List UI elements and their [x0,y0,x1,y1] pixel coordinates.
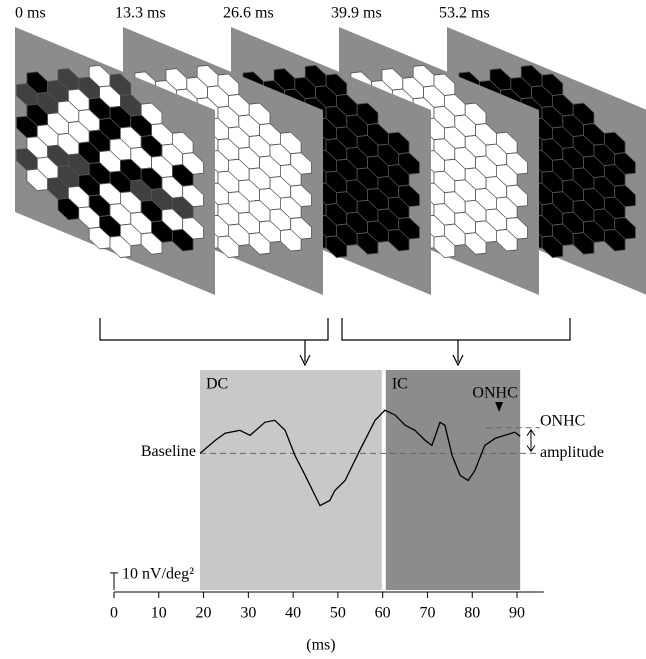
x-tick-label: 90 [509,605,525,622]
x-tick-label: 10 [151,605,167,622]
arrow-head [526,445,536,453]
arrow-head [452,354,464,367]
amplitude-label: amplitude [540,444,604,461]
x-tick-label: 20 [196,605,212,622]
hexagon [279,228,302,252]
peak-marker-label: ONHC [472,385,517,402]
waveform [199,409,521,507]
frame-label: 0 ms [15,5,46,22]
x-tick-label: 50 [330,605,346,622]
hexagon [572,232,595,255]
x-tick-label: 0 [110,605,118,622]
x-tick-label: 30 [240,605,256,622]
scale-bar-label: 10 nV/deg² [122,566,194,583]
hexagon [356,232,379,255]
x-tick-label: 80 [464,605,480,622]
hexagon [387,228,410,252]
hexagon [541,235,564,258]
hexagon [464,232,487,255]
baseline-label: Baseline [141,443,196,460]
hexagon [140,232,163,255]
x-tick-label: 70 [419,605,435,622]
hexagon [325,235,348,258]
bracket [341,318,571,341]
x-tick-label: 60 [375,605,391,622]
frame-label: 26.6 ms [223,5,274,22]
frame-label: 13.3 ms [115,5,166,22]
brackets [99,318,571,367]
frame [15,27,215,295]
bracket [99,318,329,341]
region-label: IC [392,376,408,393]
x-tick-label: 40 [285,605,301,622]
arrow-head [526,428,536,437]
frame-label: 53.2 ms [439,5,490,22]
region-label: DC [206,376,228,393]
waveform-plot: DC IC Baseline ONHC amplitude ONHC 10 nV/deg² 0… [110,370,604,654]
hexagon [603,228,626,252]
peak-marker [495,402,504,412]
stimulus-frames: 53.2 ms 39.9 ms 26.6 ms 13.3 ms 0 ms [15,5,646,295]
hexagon [171,228,194,252]
frame-label: 39.9 ms [331,5,382,22]
onhc-label: ONHC [540,412,585,429]
x-axis-label: (ms) [306,637,335,654]
hexagon [248,232,271,255]
hexagon [109,235,132,258]
arrow-head [299,354,311,367]
hexagon [495,228,518,252]
hexagon [217,235,240,258]
region [199,370,382,590]
hexagon [433,235,456,258]
